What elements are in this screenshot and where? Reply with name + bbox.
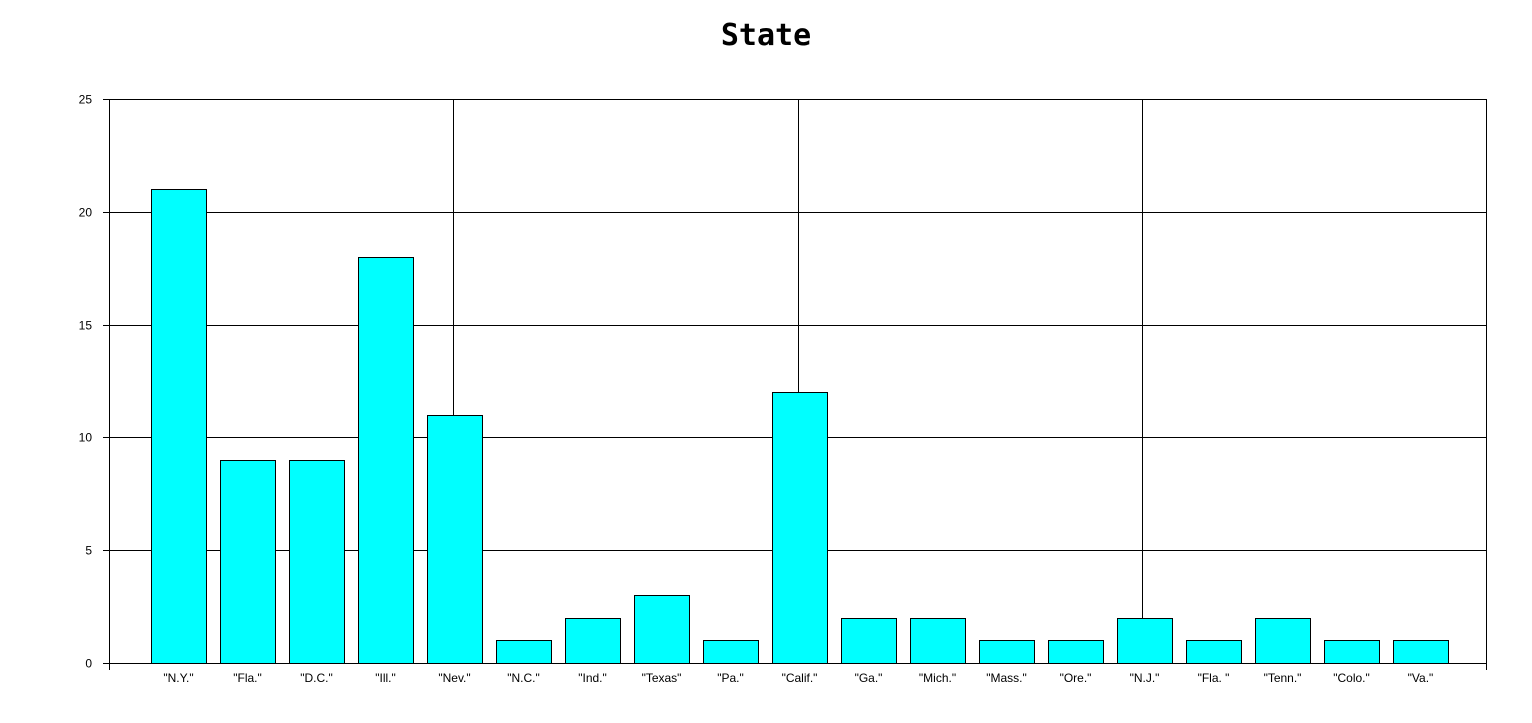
bar [496,640,552,664]
bar [427,415,483,664]
x-tick-label: "Tenn." [1264,671,1302,685]
x-tick-label: "Texas" [642,671,682,685]
x-tick-label: "Ore." [1060,671,1092,685]
y-tick-label: 25 [79,93,93,107]
x-tick-label: "Ga." [855,671,883,685]
x-tick-label: "Mich." [919,671,956,685]
y-tick-label: 5 [85,544,92,558]
x-tick-label: "Mass." [986,671,1027,685]
y-tick-label: 20 [79,206,93,220]
x-tick-label: "D.C." [300,671,333,685]
axis-layer [103,99,1487,670]
bar [151,189,207,664]
bar [565,618,621,664]
x-tick-label: "N.C." [507,671,540,685]
bar [1255,618,1311,664]
bar [1117,618,1173,664]
bar [220,460,276,664]
x-tick-label: "N.Y." [163,671,193,685]
x-tick-label: "Va." [1408,671,1434,685]
y-tick-label: 15 [79,319,93,333]
bar [910,618,966,664]
bar [703,640,759,664]
x-tick-label: "Nev." [438,671,470,685]
x-tick-label: "Pa." [717,671,744,685]
bar [1186,640,1242,664]
bar [358,257,414,664]
y-tick-label: 0 [85,657,92,671]
x-tick-label: "N.J." [1130,671,1160,685]
bar [841,618,897,664]
x-tick-label: "Ind." [578,671,607,685]
x-tick-label: "Colo." [1333,671,1370,685]
bar [1048,640,1104,664]
bar [634,595,690,664]
bar [1393,640,1449,664]
x-tick-label: "Fla." [233,671,262,685]
bar [979,640,1035,664]
x-tick-label: "Calif." [782,671,818,685]
bars-layer [151,189,1449,664]
x-tick-label: "Fla. " [1198,671,1230,685]
bar [1324,640,1380,664]
x-tick-label: "Ill." [375,671,396,685]
y-tick-label: 10 [79,431,93,445]
chart-title: State [720,18,812,53]
bar [289,460,345,664]
labels-layer: 0 5 10 15 20 25 "N.Y." "Fla." "D.C." "Ill." "Nev."… [79,93,1434,686]
bar [772,392,828,664]
